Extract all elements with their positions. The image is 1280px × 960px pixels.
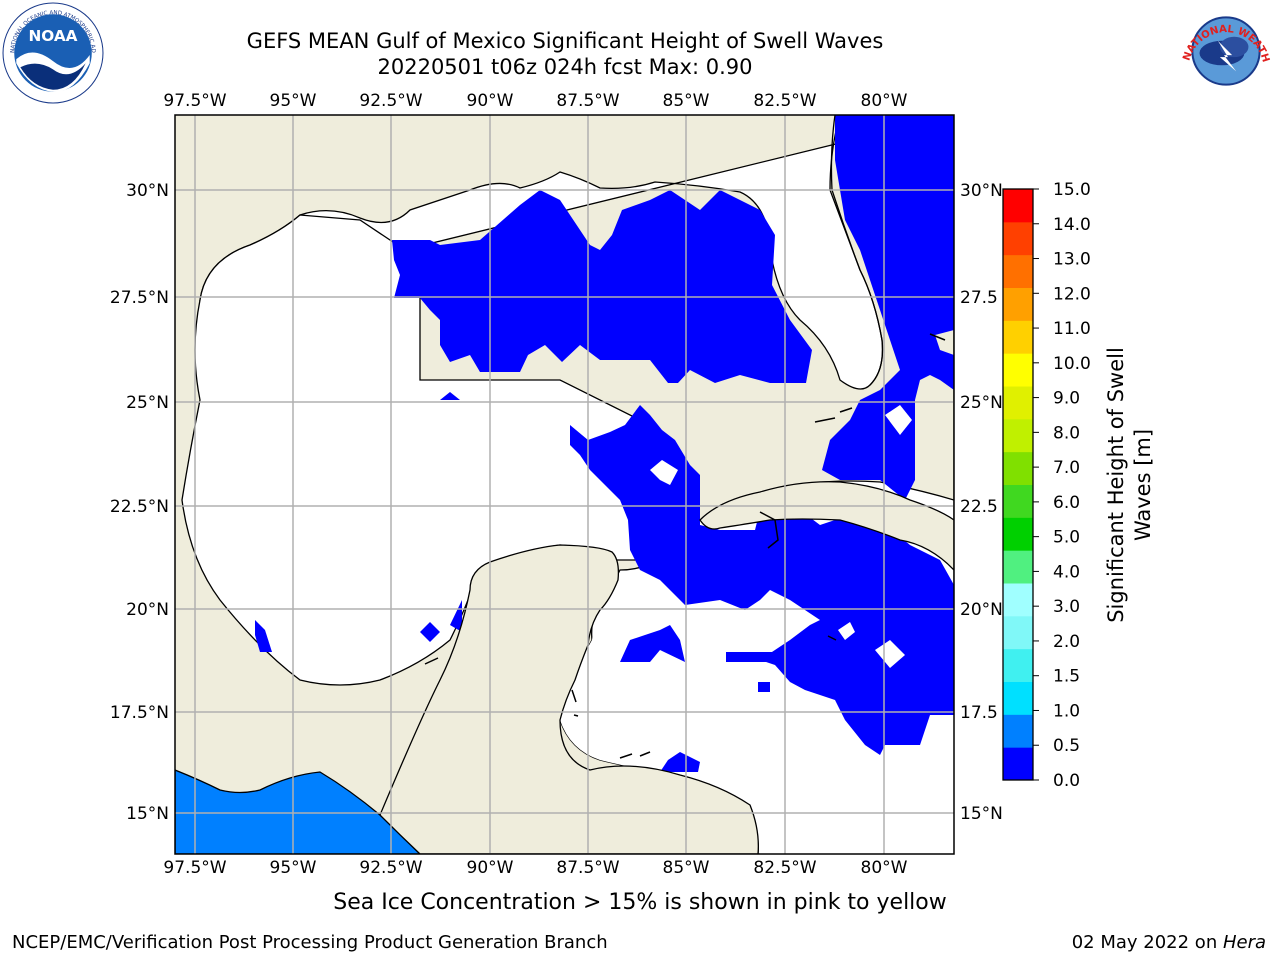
colorbar-tick-label: 7.0	[1053, 458, 1080, 478]
nws-logo-icon: NATIONAL WEATHER SERVICE	[1175, 0, 1276, 101]
lat-label-left: 20°N	[126, 600, 169, 620]
colorbar-segment	[1003, 583, 1033, 617]
colorbar-label-line2: Waves [m]	[1131, 429, 1155, 541]
colorbar-segment	[1003, 714, 1033, 748]
small-islands	[424, 333, 946, 759]
lat-label-left: 25°N	[126, 393, 169, 413]
lat-label-right: 27.5	[960, 288, 998, 308]
lat-label-right: 22.5	[960, 497, 998, 517]
colorbar-tick-label: 8.0	[1053, 423, 1080, 443]
lon-label-top: 87.5°W	[556, 91, 619, 111]
map-frame	[174, 114, 955, 855]
colorbar-tick-label: 2.0	[1053, 632, 1080, 652]
lon-label-bottom: 82.5°W	[753, 858, 816, 878]
colorbar-tick-label: 0.0	[1053, 771, 1080, 791]
colorbar-frame	[1002, 188, 1034, 781]
colorbar-tick-label: 0.5	[1053, 736, 1080, 756]
lat-label-right: 15°N	[960, 804, 1003, 824]
colorbar-segment	[1003, 648, 1033, 682]
colorbar-tick-label: 9.0	[1053, 389, 1080, 409]
lat-label-right: 17.5	[960, 703, 998, 723]
western-gulf	[181, 214, 661, 686]
lat-label-left: 30°N	[126, 181, 169, 201]
colorbar-segment	[1003, 287, 1033, 321]
cuba-land	[699, 481, 954, 571]
colorbar-segment	[1003, 451, 1033, 485]
footer-host: Hera	[1222, 932, 1266, 953]
footer-date: 02 May 2022 on Hera	[1072, 932, 1266, 953]
lat-label-left: 27.5°N	[110, 288, 169, 308]
chart-title: GEFS MEAN Gulf of Mexico Significant Hei…	[246, 29, 884, 53]
svg-text:NOAA: NOAA	[28, 27, 77, 45]
colorbar-segment	[1003, 221, 1033, 256]
footer-credit: NCEP/EMC/Verification Post Processing Pr…	[12, 932, 608, 953]
map-area	[175, 115, 954, 854]
colorbar-segment	[1003, 681, 1033, 715]
colorbar-segment	[1003, 615, 1033, 650]
lat-label-left: 17.5°N	[110, 703, 169, 723]
noaa-logo-icon: NOAA NATIONAL OCEANIC AND ATMOSPHERIC AD…	[2, 2, 104, 104]
lon-label-bottom: 95°W	[270, 858, 317, 878]
colorbar: 15.0 14.0 13.0 12.0 11.0 10.0 9.0 8.0 7.0 6.0 5.0 4…	[1002, 180, 1091, 791]
colorbar-tick-label: 4.0	[1053, 562, 1080, 582]
florida-coast	[830, 115, 884, 386]
lon-label-bottom: 87.5°W	[556, 858, 619, 878]
colorbar-segment	[1003, 484, 1033, 518]
lon-label-top: 85°W	[663, 91, 710, 111]
lon-label-bottom: 85°W	[663, 858, 710, 878]
colorbar-segment	[1003, 517, 1033, 551]
colorbar-segment	[1003, 747, 1033, 781]
lon-label-bottom: 80°W	[861, 858, 908, 878]
lon-label-bottom: 97.5°W	[163, 858, 226, 878]
lat-label-left: 22.5°N	[110, 497, 169, 517]
lon-label-top: 82.5°W	[753, 91, 816, 111]
lat-label-right: 30°N	[960, 181, 1003, 201]
colorbar-tick-label: 11.0	[1053, 319, 1091, 339]
colorbar-segment	[1003, 320, 1033, 354]
graticule	[175, 115, 954, 854]
lon-label-top: 97.5°W	[163, 91, 226, 111]
colorbar-label-line1: Significant Height of Swell	[1104, 347, 1128, 623]
swell-regions	[255, 115, 954, 772]
colorbar-tick-label: 5.0	[1053, 528, 1080, 548]
colorbar-tick-label: 10.0	[1053, 354, 1091, 374]
colorbar-tick-label: 3.0	[1053, 597, 1080, 617]
lon-label-bottom: 90°W	[467, 858, 514, 878]
lat-label-right: 20°N	[960, 600, 1003, 620]
colorbar-tick-label: 14.0	[1053, 215, 1091, 235]
lon-label-top: 90°W	[467, 91, 514, 111]
chart-subtitle: 20220501 t06z 024h fcst Max: 0.90	[377, 55, 753, 79]
lon-label-top: 80°W	[861, 91, 908, 111]
colorbar-tick-label: 1.0	[1053, 701, 1080, 721]
colorbar-segment	[1003, 353, 1033, 387]
swell-gaps	[650, 405, 912, 668]
colorbar-segment	[1003, 386, 1033, 420]
colorbar-segment	[1003, 418, 1033, 453]
axis-labels: 97.5°W 97.5°W 95°W 95°W 92.5°W 92.5°W 90°W 90°W…	[110, 91, 1003, 878]
yucatan-land	[379, 544, 759, 854]
colorbar-segment	[1003, 254, 1033, 288]
colorbar-tick-label: 15.0	[1053, 180, 1091, 200]
lon-label-top: 95°W	[270, 91, 317, 111]
lat-label-left: 15°N	[126, 804, 169, 824]
lon-label-bottom: 92.5°W	[359, 858, 422, 878]
lon-label-top: 92.5°W	[359, 91, 422, 111]
colorbar-tick-label: 6.0	[1053, 493, 1080, 513]
footer-date-text: 02 May 2022 on	[1071, 932, 1223, 953]
lat-label-right: 25°N	[960, 393, 1003, 413]
colorbar-tick-label: 12.0	[1053, 284, 1091, 304]
colorbar-tick-label: 1.5	[1053, 667, 1080, 687]
colorbar-segment	[1003, 550, 1033, 584]
sea-ice-note: Sea Ice Concentration > 15% is shown in …	[333, 890, 947, 915]
colorbar-tick-label: 13.0	[1053, 250, 1091, 270]
colorbar-segment	[1003, 189, 1033, 223]
